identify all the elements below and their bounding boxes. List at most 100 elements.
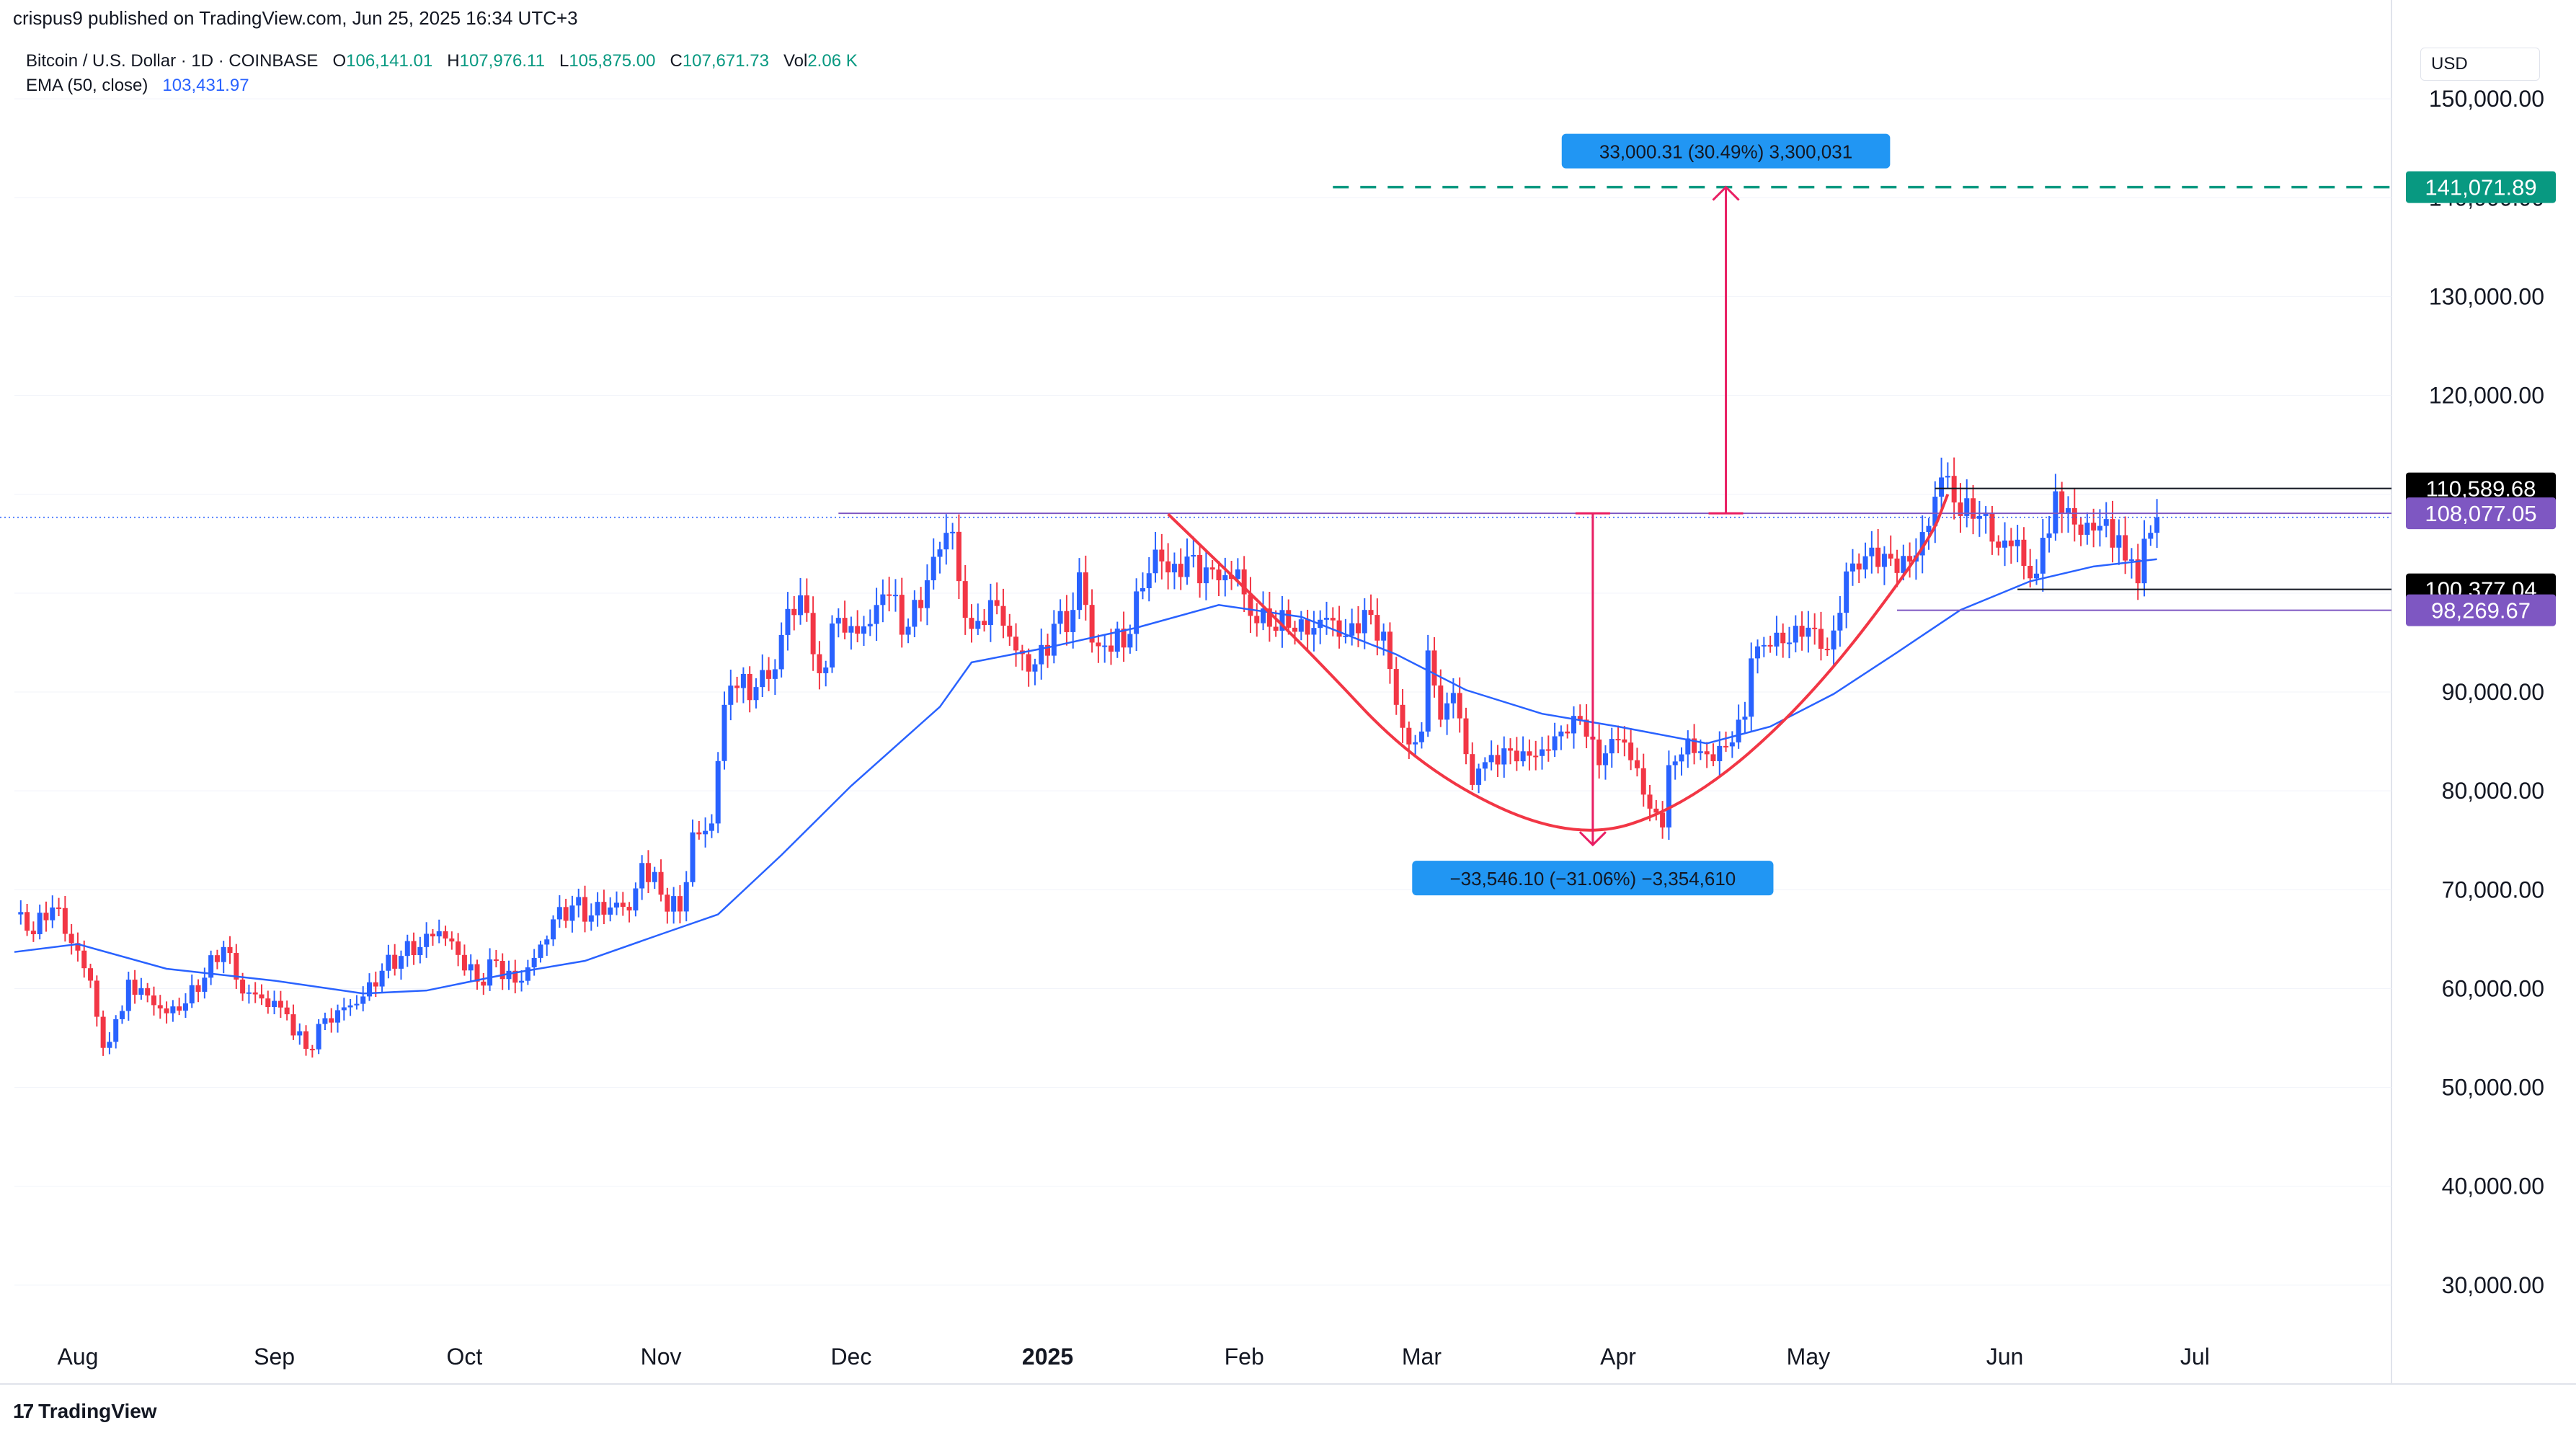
candle-body [1266,608,1272,627]
candle-body [703,830,709,835]
candle-body [639,863,645,889]
candle-body [43,913,49,920]
candle-body [1983,513,1989,516]
cup-curve [1167,493,1950,832]
candle-body [157,1005,163,1009]
candle-body [1799,626,1805,637]
candle-body [887,594,892,596]
candle-body [182,1003,188,1011]
candle-body [265,998,271,1008]
candle-body [525,967,530,981]
candle-body [252,992,258,995]
candle-body [347,1005,353,1008]
candle-body [1672,761,1678,766]
candle-body [613,902,619,908]
candle-body [1152,549,1158,574]
candle-body [297,1031,303,1036]
low-label: L [559,51,569,71]
volume-value: 2.06 K [807,51,858,71]
candle-body [1717,745,1723,761]
candle-body [1692,738,1697,753]
currency-button[interactable]: USD [2420,48,2540,81]
candle-body [2097,525,2102,531]
candle-body [766,670,772,679]
candle-body [1450,693,1456,704]
candle-body [1697,751,1703,753]
ema-value: 103,431.97 [162,76,249,95]
candle-body [950,531,956,533]
candle-body [18,912,24,915]
candle-body [1755,646,1761,659]
candle-body [1438,685,1444,720]
candle-body [582,897,588,922]
candle-body [690,832,696,882]
candle-body [778,634,784,670]
x-tick-label: Aug [57,1344,98,1370]
candle-body [987,600,993,626]
candle-body [538,944,543,958]
candle-body [37,913,43,934]
candle-body [962,581,968,618]
candle-body [1552,736,1558,750]
candle-body [56,907,62,909]
candle-body [563,907,569,921]
candles [18,457,2160,1058]
candle-body [1336,620,1342,637]
candle-body [1032,664,1038,672]
candle-body [519,980,525,983]
tradingview-brand[interactable]: 17 TradingView [13,1400,157,1423]
candle-body [874,605,879,624]
candle-body [2002,540,2008,548]
ema-label[interactable]: EMA (50, close) [26,76,148,95]
candle-body [62,908,68,934]
candle-body [487,959,493,986]
candle-body [1077,572,1083,611]
candle-body [1520,751,1526,762]
candle-body [2154,517,2160,533]
candle-body [1476,768,1482,785]
candle-body [658,871,664,895]
candle-body [1178,564,1183,577]
candle-body [1241,569,1247,595]
y-tick-label: 50,000.00 [2442,1075,2544,1101]
candle-body [608,907,613,915]
price-label: 108,077.05 [2425,501,2536,526]
close-value: 107,671.73 [682,51,769,71]
candle-body [2135,559,2141,584]
candle-body [740,673,746,688]
ema-50-line [14,558,2157,995]
close-label: C [670,51,683,71]
candle-body [506,970,512,980]
candle-body [424,933,430,947]
candle-body [202,977,208,992]
candle-body [138,988,144,995]
candle-body [1501,748,1507,765]
candle-body [1381,631,1387,641]
candle-body [1862,556,1868,570]
candle-body [975,621,981,629]
candle-body [68,933,74,944]
symbol-title[interactable]: Bitcoin / U.S. Dollar · 1D · COINBASE [26,51,319,71]
candle-body [931,556,936,581]
candle-body [1831,630,1836,650]
candle-body [1634,760,1640,768]
candle-body [1298,619,1304,632]
candle-body [309,1049,315,1051]
candle-body [1051,624,1057,656]
x-tick-label: Apr [1600,1344,1636,1370]
candle-body [1305,619,1310,635]
candle-body [696,832,702,835]
candle-body [1540,749,1545,756]
candle-body [633,888,639,911]
candle-body [531,957,537,968]
candle-body [1482,762,1488,769]
candle-body [481,981,487,986]
candle-body [430,933,435,937]
x-tick-label: Oct [447,1344,483,1370]
candle-body [810,613,816,655]
candle-body [1165,561,1171,573]
candle-body [1114,629,1120,652]
breakout-target-label: 33,000.31 (30.49%) 3,300,031 [1599,141,1852,163]
candle-body [1406,727,1412,745]
